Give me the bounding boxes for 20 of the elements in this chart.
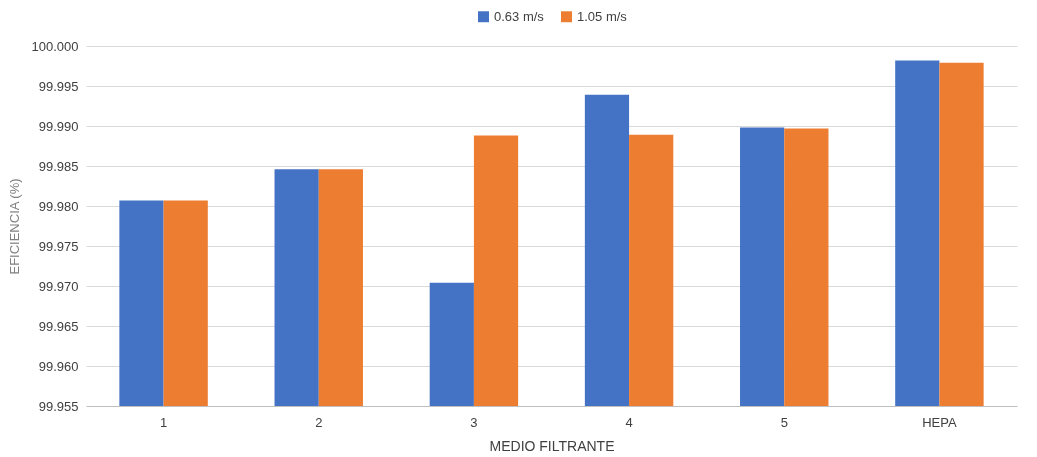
x-axis-title: MEDIO FILTRANTE (489, 437, 615, 454)
y-tick-label: 99.955 (38, 398, 79, 414)
y-tick-label: 99.975 (38, 238, 79, 254)
x-tick-label: 2 (315, 414, 323, 430)
x-tick-label: 5 (780, 414, 788, 430)
y-tick-label: 99.965 (38, 318, 79, 334)
legend-label: 1.05 m/s (577, 8, 628, 24)
y-axis-title: EFICIENCIA (%) (6, 178, 22, 275)
y-tick-label: 99.960 (38, 358, 79, 374)
x-tick-label: HEPA (922, 414, 957, 430)
x-tick-label: 1 (159, 414, 168, 430)
legend-label: 0.63 m/s (494, 8, 545, 24)
y-tick-label: 100.000 (31, 38, 79, 54)
y-tick-label: 99.980 (38, 198, 79, 214)
x-tick-label: 4 (625, 414, 633, 430)
y-tick-label: 99.990 (38, 118, 79, 134)
y-tick-label: 99.995 (38, 78, 79, 94)
x-tick-label: 3 (470, 414, 478, 430)
y-tick-label: 99.970 (38, 278, 79, 294)
y-tick-label: 99.985 (38, 158, 79, 174)
